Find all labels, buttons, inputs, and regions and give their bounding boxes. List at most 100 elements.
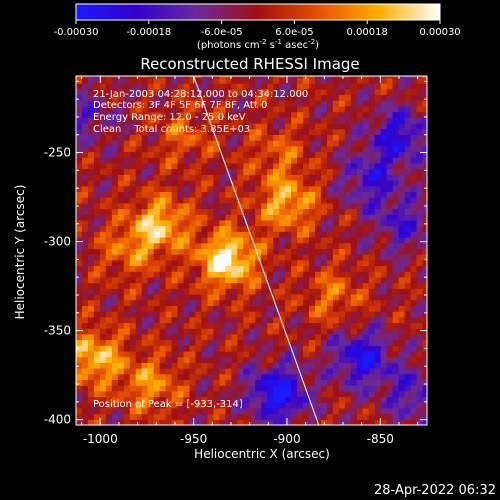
- heatmap-cell: [285, 339, 292, 346]
- heatmap-cell: [392, 242, 400, 249]
- heatmap-cell: [416, 140, 424, 147]
- heatmap-cell: [261, 276, 268, 284]
- heatmap-cell: [141, 373, 149, 381]
- heatmap-cell: [255, 174, 262, 181]
- heatmap-cell: [135, 168, 143, 175]
- heatmap-cell: [320, 134, 328, 141]
- heatmap-cell: [183, 100, 191, 107]
- heatmap-cell: [386, 208, 394, 215]
- heatmap-cell: [105, 197, 113, 204]
- heatmap-cell: [231, 105, 238, 113]
- heatmap-cell: [291, 123, 298, 130]
- heatmap-cell: [225, 373, 232, 381]
- heatmap-cell: [99, 282, 107, 289]
- heatmap-cell: [81, 145, 89, 153]
- heatmap-cell: [171, 225, 179, 232]
- heatmap-cell: [410, 276, 418, 284]
- heatmap-cell: [303, 299, 310, 306]
- heatmap-cell: [291, 265, 298, 272]
- heatmap-cell: [237, 117, 244, 124]
- heatmap-cell: [183, 208, 191, 215]
- heatmap-cell: [386, 100, 394, 107]
- heatmap-cell: [410, 242, 418, 249]
- heatmap-cell: [129, 379, 137, 386]
- heatmap-cell: [303, 197, 310, 204]
- heatmap-cell: [416, 402, 424, 409]
- heatmap-cell: [356, 123, 364, 130]
- heatmap-cell: [297, 259, 304, 267]
- heatmap-cell: [201, 248, 209, 255]
- heatmap-cell: [129, 162, 137, 170]
- heatmap-cell: [297, 202, 304, 210]
- heatmap-cell: [309, 254, 316, 261]
- heatmap-cell: [141, 299, 149, 306]
- heatmap-cell: [314, 117, 322, 124]
- heatmap-cell: [332, 407, 340, 415]
- heatmap-cell: [87, 134, 95, 141]
- heatmap-cell: [231, 259, 238, 267]
- heatmap-cell: [207, 168, 215, 175]
- heatmap-cell: [243, 311, 250, 318]
- heatmap-cell: [129, 100, 137, 107]
- heatmap-cell: [255, 151, 262, 158]
- heatmap-cell: [320, 117, 328, 124]
- heatmap-cell: [153, 373, 161, 381]
- heatmap-cell: [141, 316, 149, 324]
- heatmap-cell: [374, 162, 382, 170]
- heatmap-cell: [416, 100, 424, 107]
- heatmap-cell: [135, 174, 143, 181]
- heatmap-cell: [374, 77, 382, 84]
- heatmap-cell: [87, 259, 95, 267]
- heatmap-cell: [153, 145, 161, 153]
- heatmap-cell: [93, 368, 101, 375]
- heatmap-cell: [309, 362, 316, 369]
- heatmap-cell: [267, 390, 274, 398]
- heatmap-cell: [165, 208, 173, 215]
- heatmap-cell: [392, 123, 400, 130]
- heatmap-cell: [87, 197, 95, 204]
- heatmap-cell: [225, 390, 232, 398]
- heatmap-cell: [291, 151, 298, 158]
- heatmap-cell: [159, 236, 167, 244]
- heatmap-cell: [404, 168, 412, 175]
- heatmap-cell: [314, 100, 322, 107]
- heatmap-cell: [332, 322, 340, 329]
- heatmap-cell: [243, 413, 250, 420]
- heatmap-cell: [404, 88, 412, 96]
- heatmap-cell: [219, 76, 226, 79]
- heatmap-cell: [249, 140, 256, 147]
- heatmap-cell: [255, 117, 262, 124]
- heatmap-cell: [285, 350, 292, 358]
- heatmap-cell: [81, 356, 89, 363]
- heatmap-cell: [147, 179, 155, 187]
- heatmap-cell: [344, 174, 352, 181]
- heatmap-cell: [326, 373, 334, 381]
- heatmap-cell: [249, 328, 256, 335]
- heatmap-cell: [123, 322, 131, 329]
- heatmap-cell: [87, 362, 95, 369]
- heatmap-cell: [183, 242, 191, 249]
- heatmap-cell: [332, 339, 340, 346]
- heatmap-cell: [416, 94, 424, 101]
- heatmap-cell: [201, 350, 209, 358]
- heatmap-cell: [362, 305, 370, 312]
- heatmap-cell: [344, 373, 352, 381]
- heatmap-cell: [297, 276, 304, 284]
- heatmap-cell: [243, 390, 250, 398]
- heatmap-cell: [368, 248, 376, 255]
- heatmap-cell: [392, 288, 400, 295]
- heatmap-cell: [117, 179, 125, 187]
- heatmap-cell: [195, 350, 203, 358]
- heatmap-cell: [195, 402, 203, 409]
- heatmap-cell: [404, 197, 412, 204]
- heatmap-cell: [237, 385, 244, 392]
- heatmap-cell: [153, 242, 161, 249]
- heatmap-cell: [362, 419, 370, 425]
- heatmap-cell: [81, 168, 89, 175]
- heatmap-cell: [117, 77, 125, 84]
- heatmap-cell: [386, 379, 394, 386]
- heatmap-cell: [320, 242, 328, 249]
- heatmap-cell: [171, 140, 179, 147]
- heatmap-cell: [320, 356, 328, 363]
- heatmap-cell: [255, 162, 262, 170]
